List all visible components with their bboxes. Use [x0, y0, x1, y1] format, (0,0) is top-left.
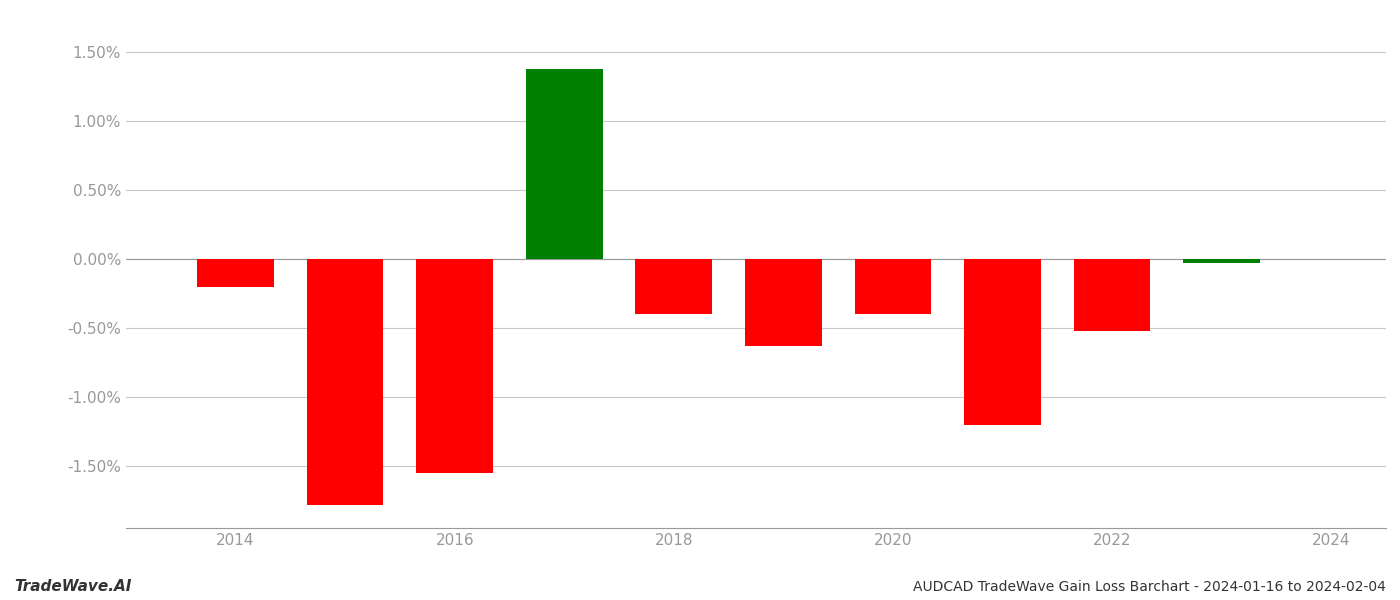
Bar: [1183, 259, 1260, 263]
Bar: [526, 69, 602, 259]
Bar: [745, 259, 822, 346]
Bar: [854, 259, 931, 314]
Bar: [416, 259, 493, 473]
Bar: [307, 259, 384, 505]
Bar: [1074, 259, 1151, 331]
Text: TradeWave.AI: TradeWave.AI: [14, 579, 132, 594]
Bar: [636, 259, 713, 314]
Text: AUDCAD TradeWave Gain Loss Barchart - 2024-01-16 to 2024-02-04: AUDCAD TradeWave Gain Loss Barchart - 20…: [913, 580, 1386, 594]
Bar: [965, 259, 1040, 425]
Bar: [197, 259, 274, 287]
